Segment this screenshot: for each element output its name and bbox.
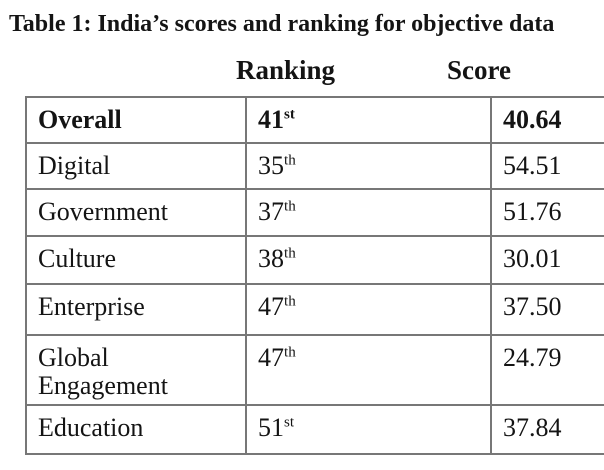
ordinal-suffix: th	[284, 198, 296, 215]
scores-table-body: Overall 41st 40.64 Digital 35th 54.51 Governme…	[25, 96, 604, 455]
ordinal-suffix: th	[284, 245, 296, 262]
score-cell: 37.84	[490, 404, 604, 455]
table-caption: Table 1: India’s scores and ranking for …	[9, 11, 555, 37]
category-cell: Enterprise	[25, 283, 247, 336]
ranking-cell: 47th	[245, 283, 492, 336]
rank-number: 35	[258, 151, 284, 180]
ranking-cell: 38th	[245, 235, 492, 285]
rank-number: 38	[258, 244, 284, 273]
table-row: Global Engagement 47th 24.79	[25, 334, 604, 406]
score-cell: 30.01	[490, 235, 604, 285]
rank-number: 51	[258, 413, 284, 442]
column-header-score: Score	[447, 55, 511, 85]
score-cell: 51.76	[490, 188, 604, 237]
ordinal-suffix: th	[284, 293, 296, 310]
table-row: Enterprise 47th 37.50	[25, 283, 604, 336]
category-cell: Overall	[25, 96, 247, 144]
score-cell: 40.64	[490, 96, 604, 144]
rank-number: 47	[258, 343, 284, 372]
column-header-ranking: Ranking	[236, 55, 336, 85]
table-row: Digital 35th 54.51	[25, 142, 604, 190]
category-cell: Digital	[25, 142, 247, 190]
scores-table: Overall 41st 40.64 Digital 35th 54.51 Governme…	[25, 96, 604, 455]
category-cell: Government	[25, 188, 247, 237]
score-cell: 24.79	[490, 334, 604, 406]
table-row: Overall 41st 40.64	[25, 96, 604, 144]
table-row: Culture 38th 30.01	[25, 235, 604, 285]
ordinal-suffix: st	[284, 106, 295, 123]
table-row: Education 51st 37.84	[25, 404, 604, 455]
rank-number: 37	[258, 197, 284, 226]
ranking-cell: 51st	[245, 404, 492, 455]
category-cell: Global Engagement	[25, 334, 247, 406]
column-headers: Ranking Score	[0, 55, 604, 87]
score-cell: 54.51	[490, 142, 604, 190]
category-cell: Education	[25, 404, 247, 455]
ordinal-suffix: th	[284, 152, 296, 169]
rank-number: 41	[258, 105, 284, 134]
rank-number: 47	[258, 292, 284, 321]
category-cell: Culture	[25, 235, 247, 285]
ranking-cell: 41st	[245, 96, 492, 144]
score-cell: 37.50	[490, 283, 604, 336]
ranking-cell: 35th	[245, 142, 492, 190]
ordinal-suffix: st	[284, 414, 295, 431]
table-row: Government 37th 51.76	[25, 188, 604, 237]
ranking-cell: 47th	[245, 334, 492, 406]
ordinal-suffix: th	[284, 344, 296, 361]
ranking-cell: 37th	[245, 188, 492, 237]
